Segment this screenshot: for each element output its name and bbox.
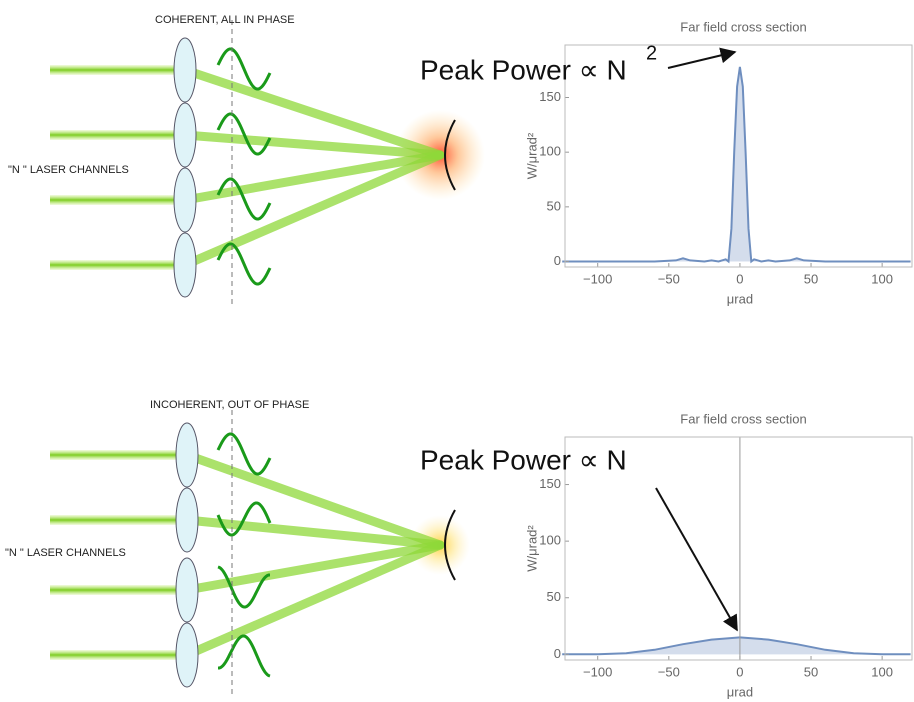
input-beam xyxy=(50,260,185,270)
y-tick-label: 0 xyxy=(554,253,561,268)
converging-beam xyxy=(180,130,445,160)
converging-beam xyxy=(180,65,445,160)
lens xyxy=(175,557,199,623)
annotation: Peak Power ∝ N xyxy=(420,54,627,85)
area-line xyxy=(562,66,911,264)
panel-label: COHERENT, ALL IN PHASE xyxy=(155,14,295,26)
y-tick-label: 100 xyxy=(539,144,561,159)
y-tick-label: 50 xyxy=(547,198,561,213)
input-beam xyxy=(50,585,187,595)
x-tick-label: −100 xyxy=(583,271,612,286)
converging-beam xyxy=(182,540,445,660)
lens xyxy=(175,622,199,688)
mirror xyxy=(444,509,456,581)
y-tick-label: 150 xyxy=(539,89,561,104)
y-tick-label: 0 xyxy=(554,646,561,661)
lens xyxy=(173,232,197,298)
x-tick-label: 50 xyxy=(804,664,818,679)
x-axis-label: μrad xyxy=(727,291,753,306)
plot-frame xyxy=(564,44,913,268)
arrow xyxy=(667,47,737,69)
wave xyxy=(216,432,272,476)
input-beam xyxy=(50,195,185,205)
area-fill xyxy=(562,66,911,262)
converging-beam xyxy=(182,450,445,550)
diagram xyxy=(50,20,485,695)
wave xyxy=(218,634,271,678)
arrow xyxy=(655,487,738,632)
y-axis-label: W/μrad² xyxy=(524,132,539,179)
input-beam xyxy=(50,65,185,75)
converging-beam xyxy=(182,540,445,595)
input-beam xyxy=(50,515,187,525)
wave xyxy=(216,112,272,156)
wave xyxy=(216,242,272,286)
channels-label: "N " LASER CHANNELS xyxy=(8,164,129,176)
x-axis-label: μrad xyxy=(727,684,753,699)
channels-label: "N " LASER CHANNELS xyxy=(5,547,126,559)
input-beam xyxy=(50,130,185,140)
x-tick-label: 0 xyxy=(736,271,743,286)
wave xyxy=(217,565,270,609)
lens xyxy=(173,102,197,168)
y-tick-label: 50 xyxy=(547,589,561,604)
input-beam xyxy=(50,450,187,460)
chart-title: Far field cross section xyxy=(680,19,806,34)
lens xyxy=(173,167,197,233)
area-fill xyxy=(562,637,911,655)
mirror xyxy=(444,119,456,191)
x-tick-label: 100 xyxy=(871,664,893,679)
lens xyxy=(175,487,199,553)
x-tick-label: −50 xyxy=(658,271,680,286)
x-tick-label: −50 xyxy=(658,664,680,679)
wave xyxy=(216,177,272,221)
annotation-sup: 2 xyxy=(646,42,657,64)
x-tick-label: 100 xyxy=(871,271,893,286)
y-tick-label: 150 xyxy=(539,476,561,491)
converging-beam xyxy=(182,515,445,550)
annotation: Peak Power ∝ N xyxy=(420,444,627,475)
lens xyxy=(173,37,197,103)
x-tick-label: 0 xyxy=(736,664,743,679)
wave xyxy=(216,501,272,537)
lens xyxy=(175,422,199,488)
x-tick-label: −100 xyxy=(583,664,612,679)
chart-title: Far field cross section xyxy=(680,411,806,426)
y-tick-label: 100 xyxy=(539,533,561,548)
x-tick-label: 50 xyxy=(804,271,818,286)
wave xyxy=(216,47,272,91)
y-axis-label: W/μrad² xyxy=(524,525,539,572)
panel-label: INCOHERENT, OUT OF PHASE xyxy=(150,399,309,411)
input-beam xyxy=(50,650,187,660)
converging-beam xyxy=(180,150,445,205)
plot-frame xyxy=(564,436,913,661)
